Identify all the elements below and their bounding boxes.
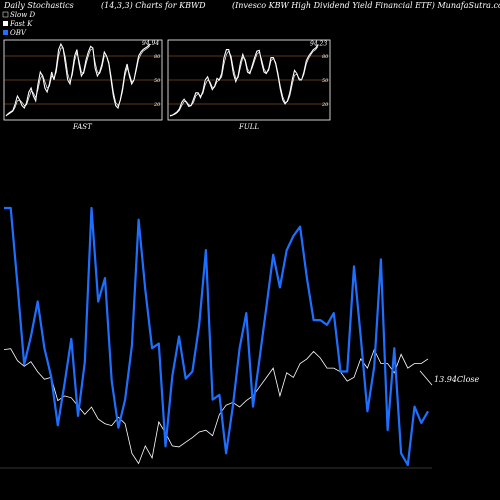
close-label-leader: [419, 370, 433, 386]
full-level-label-50: 50: [322, 78, 329, 84]
legend-swatch-obv: [3, 30, 8, 35]
fast-level-label-80: 80: [154, 54, 161, 60]
legend: Slow D Fast K OBV: [2, 11, 35, 37]
obv-price-chart: 13.94Close: [0, 206, 480, 469]
full-panel-label: FULL: [238, 123, 259, 131]
fast-level-label-50: 50: [154, 78, 161, 84]
header-right: (Invesco KBW High Dividend Yield Financi…: [232, 1, 500, 10]
full-series-fast-k: [169, 44, 319, 117]
obv-line: [4, 206, 429, 467]
fast-last-value: 94.94: [142, 40, 159, 47]
full-stochastic-panel: 20 50 80 94.23 FULL: [167, 39, 331, 131]
legend-swatch-slow-d: [2, 11, 9, 18]
close-price-line: [3, 348, 429, 465]
header-center: (14,3,3) Charts for KBWD: [101, 1, 206, 10]
header-left: Daily Stochastics: [3, 1, 74, 10]
last-close-label: 13.94Close: [434, 375, 480, 384]
full-series-slow-d: [170, 46, 319, 116]
legend-swatch-fast-k: [3, 21, 8, 26]
legend-slow-d: Slow D: [10, 11, 35, 19]
full-last-value: 94.23: [310, 41, 327, 48]
full-level-label-80: 80: [322, 54, 329, 60]
full-level-label-20: 20: [321, 102, 329, 108]
fast-series-slow-d: [5, 45, 151, 116]
fast-level-label-20: 20: [153, 102, 161, 108]
fast-stochastic-panel: 20 50 80 94.94 FAST: [3, 39, 163, 131]
legend-obv: OBV: [10, 29, 27, 37]
fast-panel-label: FAST: [72, 123, 93, 131]
legend-fast-k: Fast K: [9, 20, 33, 28]
